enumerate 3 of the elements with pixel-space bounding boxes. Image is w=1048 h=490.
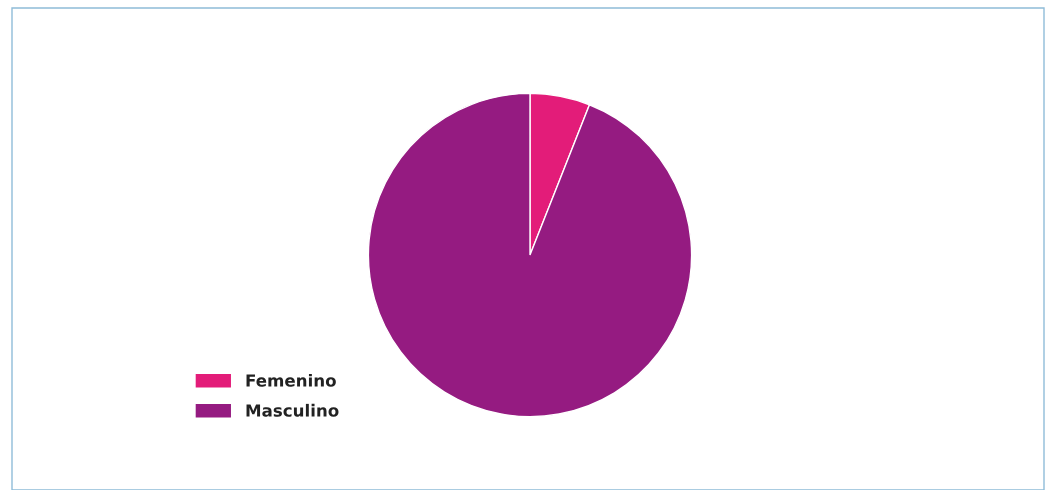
legend-label: Masculino (246, 403, 339, 417)
legend-label: Femenino (246, 373, 336, 387)
pie-slice (367, 92, 693, 418)
